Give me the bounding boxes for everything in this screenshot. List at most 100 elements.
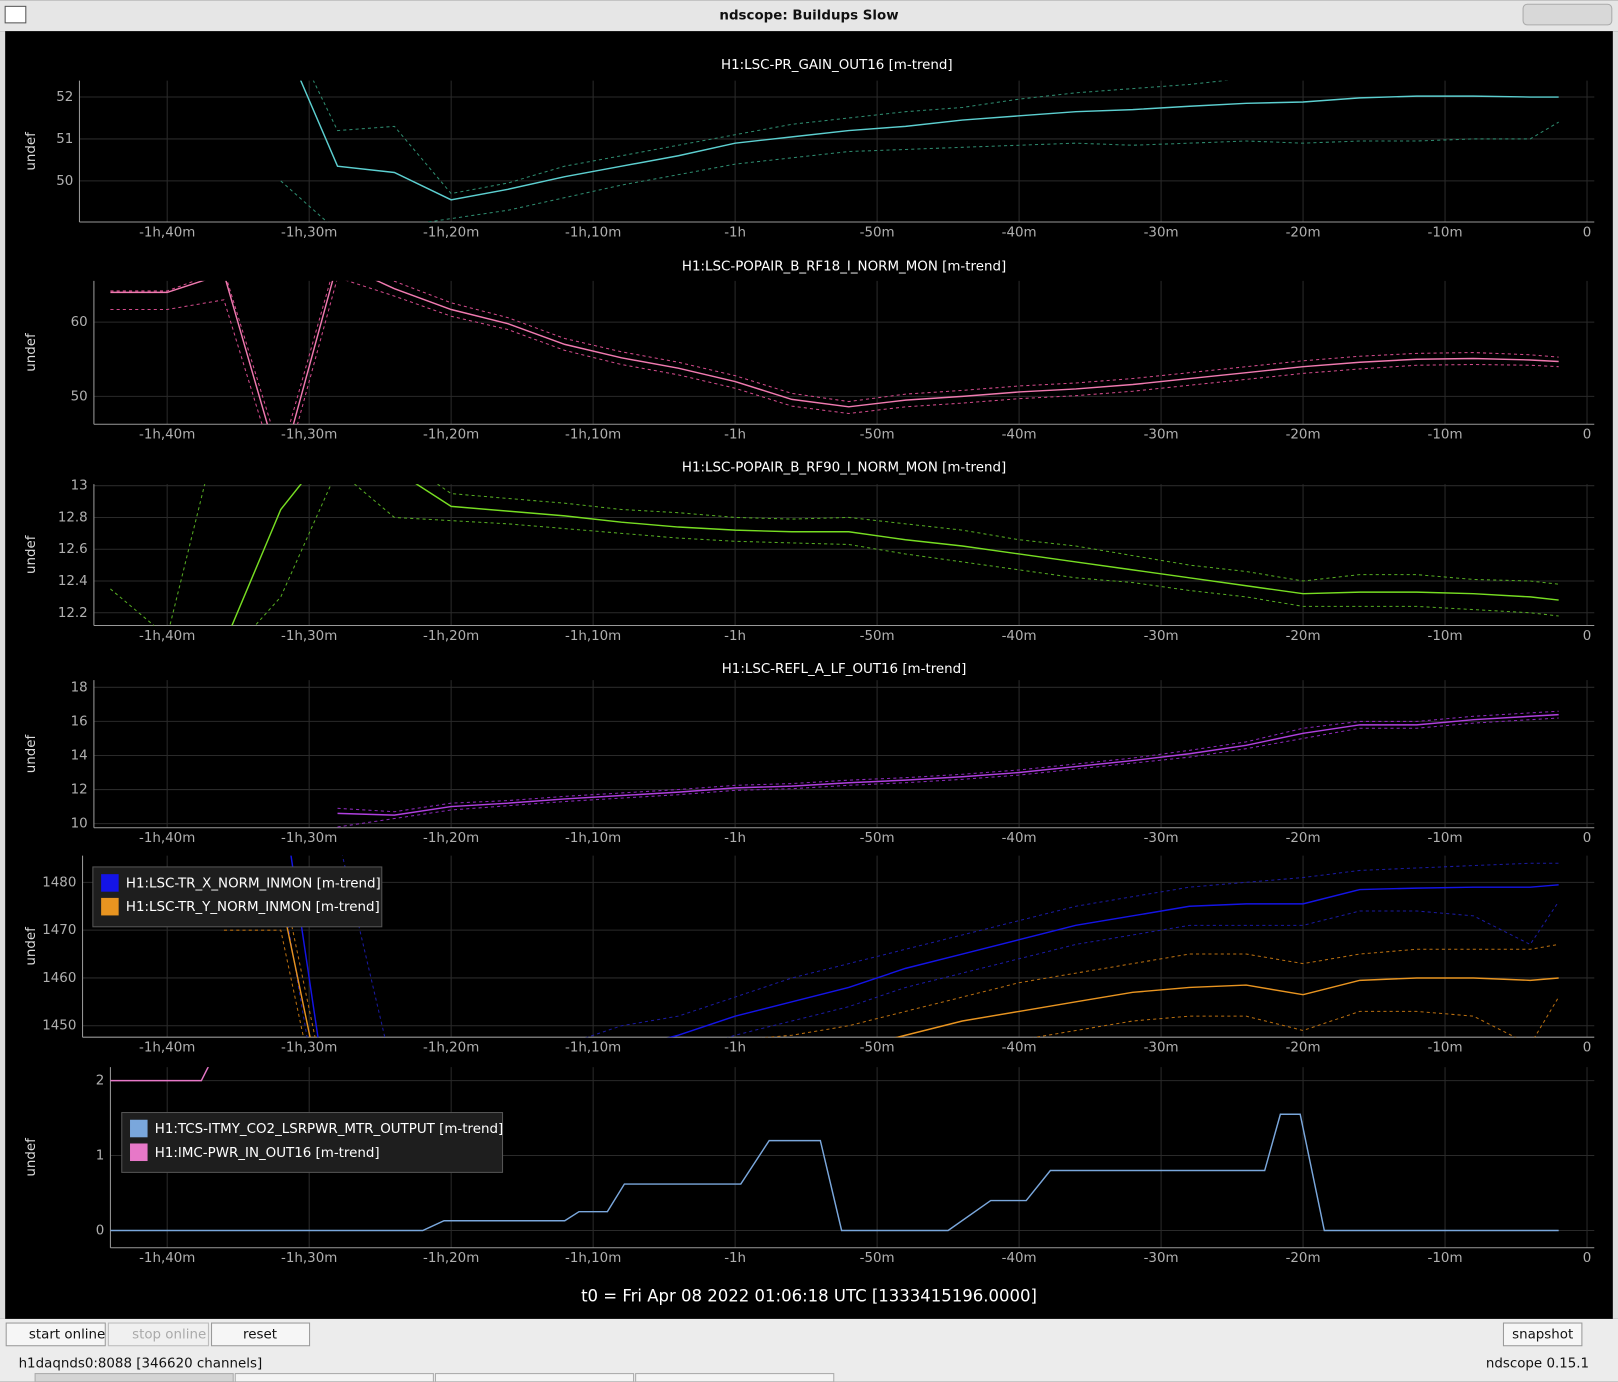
range-line xyxy=(110,280,1559,425)
range-line xyxy=(254,484,1559,626)
x-tick-label: -20m xyxy=(1286,1251,1321,1266)
y-tick-label: 13 xyxy=(71,479,88,494)
x-tick-label: -20m xyxy=(1286,831,1321,846)
x-tick-label: -10m xyxy=(1428,1251,1463,1266)
x-tick-label: -1h,40m xyxy=(139,629,195,644)
x-tick-label: -1h xyxy=(724,1251,746,1266)
x-tick-label: -1h,10m xyxy=(565,831,621,846)
x-tick-label: -10m xyxy=(1428,1041,1463,1056)
x-tick-label: -1h xyxy=(724,225,746,240)
trend-line xyxy=(110,1067,209,1082)
x-tick-label: -1h,40m xyxy=(139,1251,195,1266)
snapshot-label: snapshot xyxy=(1512,1327,1573,1342)
legend-label: H1:LSC-TR_X_NORM_INMON [m-trend] xyxy=(126,876,381,891)
x-tick-label: -50m xyxy=(860,831,895,846)
x-tick-label: 0 xyxy=(1583,428,1592,443)
y-tick-label: 1470 xyxy=(42,923,76,938)
y-tick-label: 50 xyxy=(71,389,88,404)
range-line xyxy=(223,867,1559,1038)
legend-swatch xyxy=(130,1119,148,1138)
y-tick-label: 14 xyxy=(71,748,88,763)
y-tick-label: 12.6 xyxy=(58,542,88,557)
range-line xyxy=(312,80,1229,195)
x-tick-label: -50m xyxy=(860,225,895,240)
x-tick-label: -1h xyxy=(724,1041,746,1056)
status-server: h1daqnds0:8088 [346620 channels] xyxy=(19,1356,263,1371)
x-tick-label: 0 xyxy=(1583,629,1592,644)
window-icon[interactable] xyxy=(4,5,27,24)
x-tick-label: 0 xyxy=(1583,225,1592,240)
x-tick-label: -1h,30m xyxy=(281,831,337,846)
x-tick-label: -1h xyxy=(724,831,746,846)
plot-lines xyxy=(110,484,1559,626)
stop-button[interactable] xyxy=(107,1322,209,1347)
y-axis-label: undef xyxy=(24,132,39,171)
tab[interactable] xyxy=(635,1373,835,1382)
x-tick-label: -1h,10m xyxy=(565,629,621,644)
trend-line xyxy=(290,855,1559,1038)
trend-line xyxy=(110,1113,1559,1232)
plot-lines xyxy=(223,855,1560,1038)
range-line xyxy=(110,484,1559,626)
x-tick-label: -1h,30m xyxy=(281,1251,337,1266)
x-tick-label: -1h,40m xyxy=(139,831,195,846)
stop-label: stop online xyxy=(132,1327,206,1342)
y-axis-label: undef xyxy=(24,535,39,574)
plot-panel: undef -1h,40m -1h,30m -1h,20m -1h,10m -1h -50m… xyxy=(24,1067,1595,1266)
x-tick-label: -20m xyxy=(1286,1041,1321,1056)
tab[interactable] xyxy=(234,1373,434,1382)
x-tick-label: -30m xyxy=(1144,1041,1179,1056)
x-tick-label: -50m xyxy=(860,428,895,443)
legend-label: H1:LSC-TR_Y_NORM_INMON [m-trend] xyxy=(126,900,380,915)
start-button[interactable] xyxy=(5,1322,106,1347)
y-tick-label: 18 xyxy=(71,680,88,695)
y-axis-label: undef xyxy=(24,734,39,773)
x-tick-label: -40m xyxy=(1002,428,1037,443)
x-tick-label: -1h xyxy=(724,629,746,644)
reset-button[interactable] xyxy=(211,1322,311,1347)
plot-lines xyxy=(337,710,1559,828)
title-bar: ndscope: Buildups Slow xyxy=(0,0,1618,32)
range-line xyxy=(341,855,1559,1038)
y-tick-label: 1 xyxy=(96,1149,105,1164)
tab[interactable] xyxy=(34,1373,234,1382)
x-tick-label: -1h,10m xyxy=(565,428,621,443)
x-tick-label: -1h,20m xyxy=(423,831,479,846)
x-tick-label: -1h,10m xyxy=(565,225,621,240)
x-tick-label: -1h,20m xyxy=(423,225,479,240)
y-tick-label: 60 xyxy=(71,315,88,330)
plot-panel: H1:LSC-REFL_A_LF_OUT16 [m-trend] undef -1h… xyxy=(24,662,1595,846)
legend-label: H1:TCS-ITMY_CO2_LSRPWR_MTR_OUTPUT [m-tre… xyxy=(155,1122,503,1137)
legend-box xyxy=(92,866,383,928)
y-tick-label: 16 xyxy=(71,714,88,729)
y-tick-label: 10 xyxy=(71,817,88,832)
y-axis-label: undef xyxy=(24,333,39,372)
snapshot-button[interactable] xyxy=(1502,1322,1583,1347)
y-tick-label: 1460 xyxy=(42,971,76,986)
x-tick-label: -40m xyxy=(1002,1251,1037,1266)
trend-line xyxy=(337,713,1559,816)
y-tick-label: 12.4 xyxy=(58,574,88,589)
legend-swatch xyxy=(101,897,119,916)
x-tick-label: -1h,30m xyxy=(281,1041,337,1056)
plot-title: H1:LSC-PR_GAIN_OUT16 [m-trend] xyxy=(721,58,953,73)
y-axis-label: undef xyxy=(24,927,39,966)
x-tick-label: -20m xyxy=(1286,428,1321,443)
x-tick-label: -1h,40m xyxy=(139,225,195,240)
tab[interactable] xyxy=(434,1373,635,1382)
x-tick-label: -30m xyxy=(1144,225,1179,240)
x-tick-label: -10m xyxy=(1428,629,1463,644)
x-tick-label: 0 xyxy=(1583,1041,1592,1056)
x-tick-label: -10m xyxy=(1428,428,1463,443)
range-line xyxy=(337,710,1559,813)
x-tick-label: -1h,20m xyxy=(423,428,479,443)
window-buttons[interactable] xyxy=(1522,3,1613,26)
x-tick-label: -30m xyxy=(1144,428,1179,443)
plot-lines xyxy=(110,280,1559,425)
plot-title: H1:LSC-POPAIR_B_RF90_I_NORM_MON [m-trend… xyxy=(682,461,1006,476)
plot-title: H1:LSC-POPAIR_B_RF18_I_NORM_MON [m-trend… xyxy=(682,259,1006,274)
x-tick-label: 0 xyxy=(1583,831,1592,846)
plot-lines xyxy=(280,80,1559,223)
y-axis-label: undef xyxy=(24,1138,39,1177)
